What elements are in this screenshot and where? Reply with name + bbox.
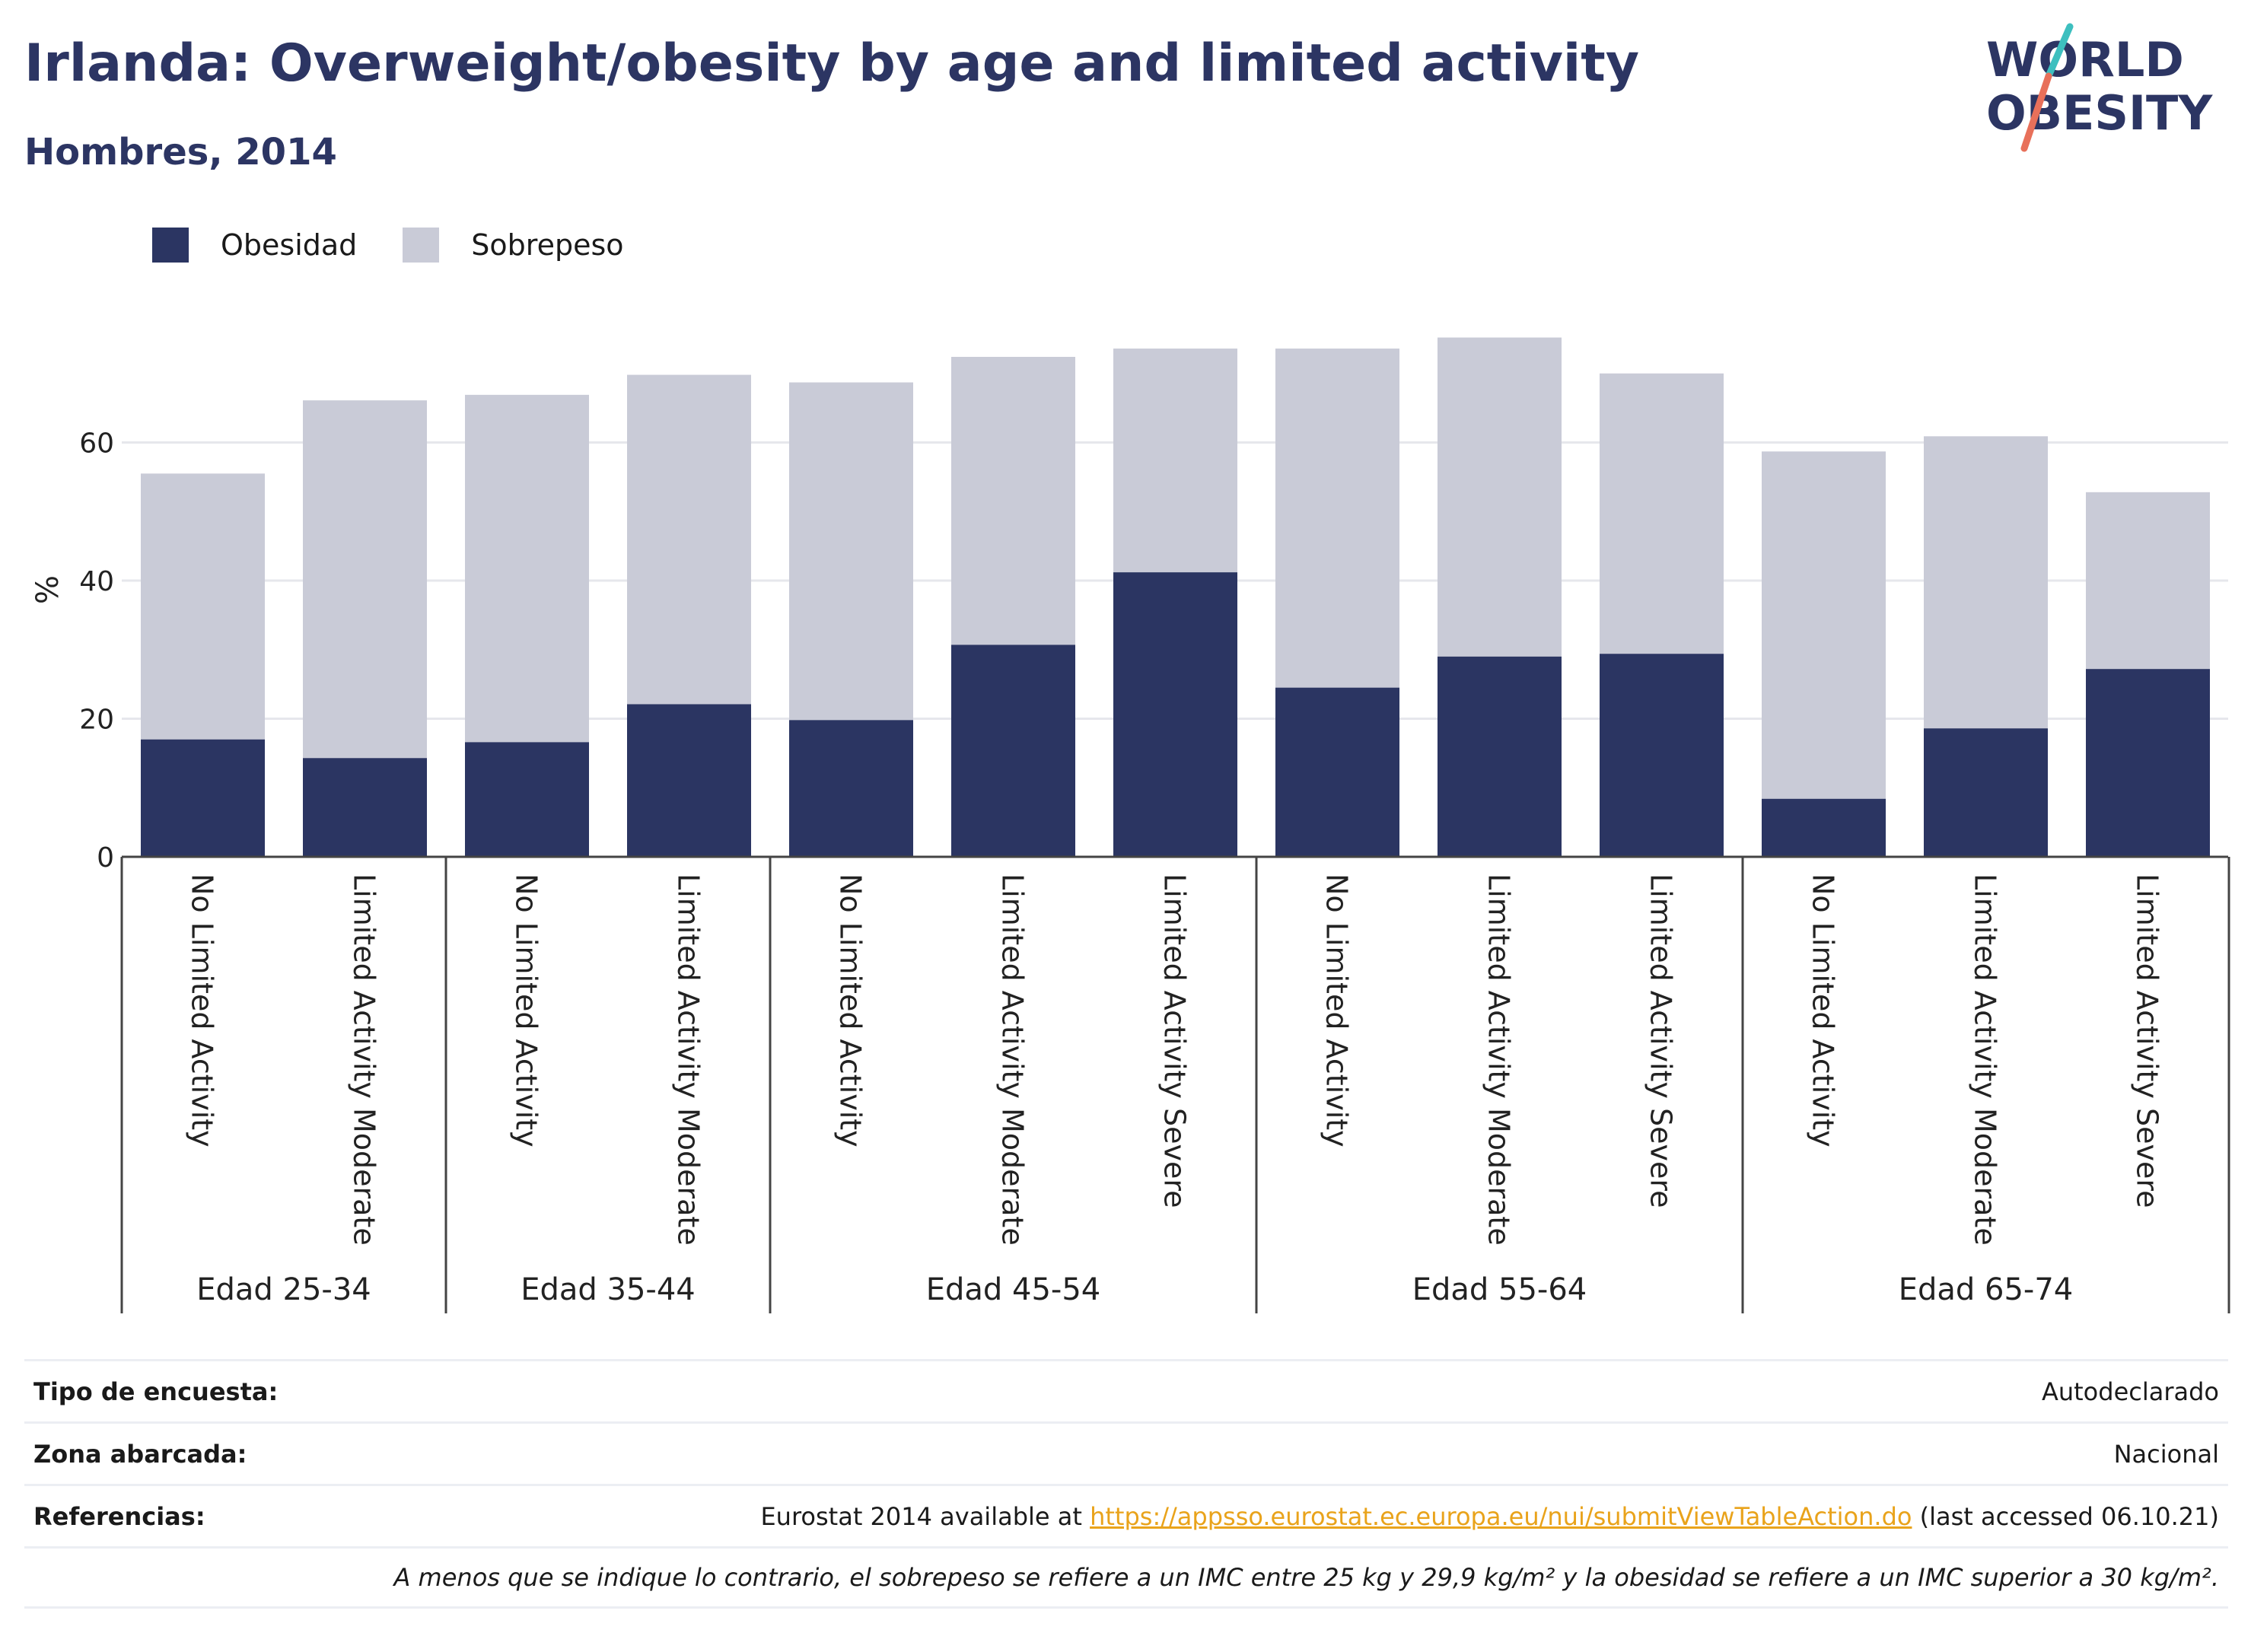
bar-obesity <box>303 758 427 857</box>
legend-item-obesity: Obesidad <box>152 228 357 263</box>
legend-item-overweight: Sobrepeso <box>403 228 624 263</box>
bar-obesity <box>1113 572 1237 857</box>
info-row-references: Referencias: Eurostat 2014 available at … <box>24 1484 2228 1546</box>
bar-obesity <box>627 704 751 857</box>
logo-slash-teal <box>2045 23 2074 80</box>
x-group-label: Edad 25-34 <box>196 1272 371 1307</box>
x-category-label: Limited Activity Severe <box>2131 874 2164 1208</box>
x-category-label: Limited Activity Moderate <box>1482 874 1516 1246</box>
y-tick-label: 0 <box>97 842 114 874</box>
x-group-label: Edad 65-74 <box>1899 1272 2074 1307</box>
references-prefix: Eurostat 2014 available at <box>760 1501 1090 1531</box>
bar-overweight <box>1438 337 1562 657</box>
definition-note: A menos que se indique lo contrario, el … <box>393 1563 2219 1592</box>
bar-obesity <box>1438 656 1562 857</box>
info-table: Tipo de encuesta: Autodeclarado Zona aba… <box>24 1359 2228 1609</box>
bar-overweight <box>465 394 589 743</box>
y-tick-label: 20 <box>79 705 114 736</box>
survey-type-value: Autodeclarado <box>2041 1377 2219 1406</box>
bar-overweight <box>141 473 265 740</box>
bar-overweight <box>951 356 1075 645</box>
bar-overweight <box>303 400 427 759</box>
y-axis-label: % <box>30 575 65 604</box>
bar-obesity <box>1600 654 1724 857</box>
x-group-label: Edad 45-54 <box>926 1272 1101 1307</box>
bar-overweight <box>1762 451 1886 799</box>
bar-obesity <box>951 645 1075 857</box>
bar-overweight <box>1600 373 1724 654</box>
chart-legend: Obesidad Sobrepeso <box>152 225 670 265</box>
bar-overweight <box>1275 349 1399 688</box>
legend-label-overweight: Sobrepeso <box>471 228 624 262</box>
y-tick-label: 40 <box>79 566 114 597</box>
legend-swatch-obesity <box>152 228 189 263</box>
x-category-label: No Limited Activity <box>1320 874 1354 1147</box>
logo-text-world: WORLD <box>1986 32 2184 88</box>
x-category-label: No Limited Activity <box>510 874 543 1147</box>
logo-slash-coral <box>2020 72 2052 152</box>
bar-overweight <box>1113 349 1237 573</box>
page-subtitle: Hombres, 2014 <box>24 131 337 173</box>
bar-obesity <box>141 739 265 857</box>
bar-obesity <box>2086 669 2210 857</box>
page-title: Irlanda: Overweight/obesity by age and l… <box>24 33 1640 94</box>
x-category-label: Limited Activity Moderate <box>1969 874 2002 1246</box>
info-row-area: Zona abarcada: Nacional <box>24 1421 2228 1484</box>
info-row-note: A menos que se indique lo contrario, el … <box>24 1546 2228 1609</box>
x-category-label: Limited Activity Severe <box>1158 874 1192 1208</box>
bar-overweight <box>2086 492 2210 670</box>
bar-obesity <box>1924 728 2048 857</box>
stacked-bar-chart: 0 20 40 60% No Limited Activity Limited Activ… <box>30 337 2230 1313</box>
x-group-label: Edad 55-64 <box>1412 1272 1587 1307</box>
bar-obesity <box>1762 798 1886 857</box>
x-category-label: No Limited Activity <box>1807 874 1840 1147</box>
x-group-label: Edad 35-44 <box>521 1272 696 1307</box>
area-label: Zona abarcada: <box>33 1439 247 1469</box>
bar-obesity <box>789 720 913 857</box>
references-suffix: (last accessed 06.10.21) <box>1912 1501 2219 1531</box>
references-link[interactable]: https://appsso.eurostat.ec.europa.eu/nui… <box>1090 1501 1912 1531</box>
x-category-label: Limited Activity Severe <box>1644 874 1678 1208</box>
info-row-survey: Tipo de encuesta: Autodeclarado <box>24 1359 2228 1421</box>
area-value: Nacional <box>2113 1439 2219 1469</box>
world-obesity-logo: WORLD OBESITY <box>1986 23 2213 152</box>
bar-obesity <box>465 742 589 857</box>
bar-overweight <box>1924 436 2048 729</box>
x-category-label: Limited Activity Moderate <box>996 874 1030 1246</box>
bar-overweight <box>627 374 751 705</box>
legend-label-obesity: Obesidad <box>221 228 358 262</box>
references-value: Eurostat 2014 available at https://appss… <box>760 1502 2219 1531</box>
references-label: Referencias: <box>33 1501 205 1531</box>
x-category-label: No Limited Activity <box>186 874 219 1147</box>
bar-overweight <box>789 382 913 721</box>
y-tick-label: 60 <box>79 428 114 460</box>
x-category-label: Limited Activity Moderate <box>348 874 381 1246</box>
survey-type-label: Tipo de encuesta: <box>33 1377 279 1406</box>
legend-swatch-overweight <box>403 228 440 263</box>
logo-text-obesity: OBESITY <box>1986 85 2213 141</box>
x-category-label: Limited Activity Moderate <box>672 874 705 1246</box>
bar-obesity <box>1275 687 1399 857</box>
x-category-label: No Limited Activity <box>834 874 868 1147</box>
